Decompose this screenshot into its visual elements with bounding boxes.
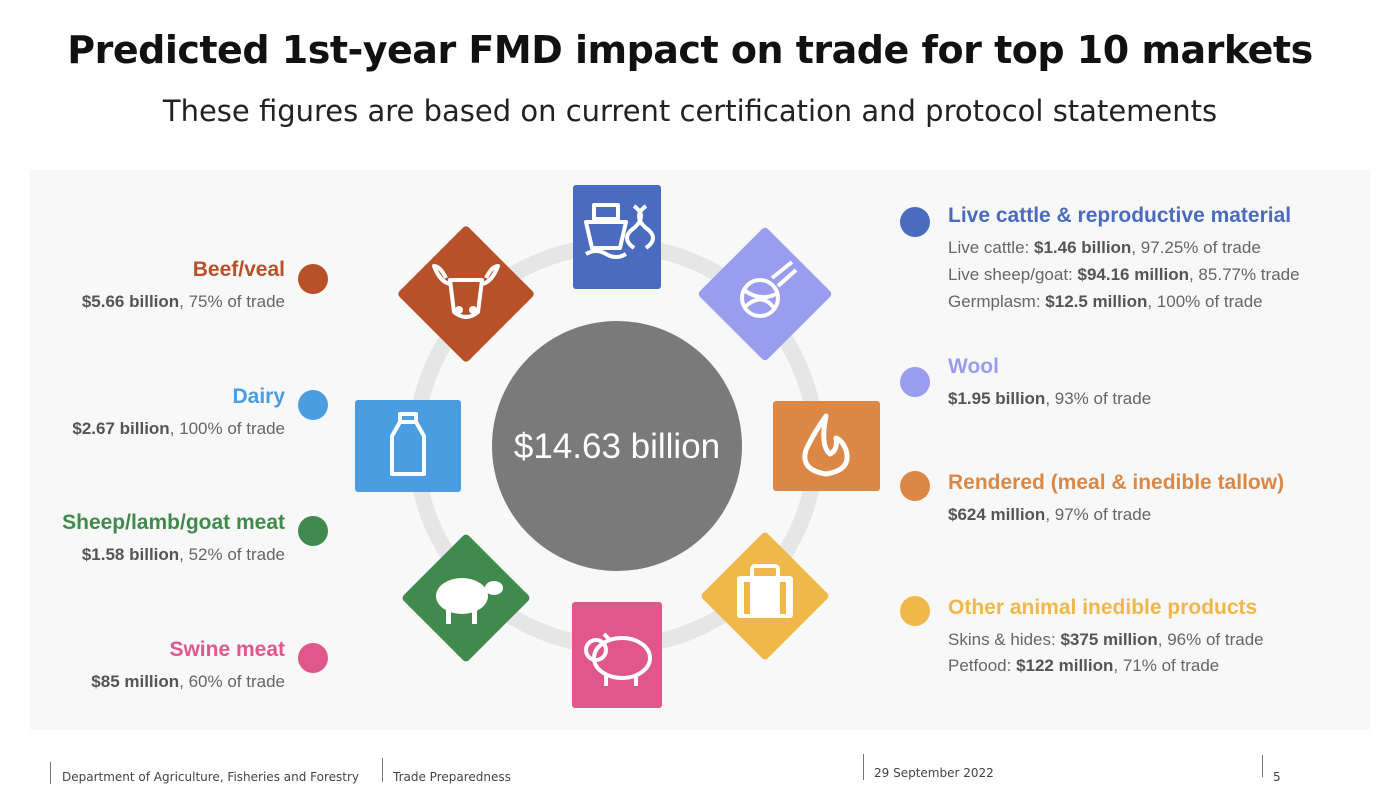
yarn-ball-icon (740, 260, 798, 318)
footer-date: 29 September 2022 (874, 766, 994, 780)
flame-icon (802, 413, 850, 477)
ship-dna-icon (584, 203, 655, 259)
item-rendered-value: $624 million, 97% of trade (948, 505, 1152, 524)
item-swine-title: Swine meat (169, 638, 285, 661)
item-dairy-dot (298, 390, 328, 420)
live-cattle-tile (573, 185, 661, 289)
dairy-tile (355, 400, 461, 492)
page-subtitle: These figures are based on current certi… (162, 94, 1218, 128)
page-title: Predicted 1st-year FMD impact on trade f… (67, 28, 1313, 72)
item-other-title: Other animal inedible products (948, 596, 1258, 619)
item-sheep-dot (298, 516, 328, 546)
item-live-cattle-dot (900, 207, 930, 237)
sheep-tile (402, 534, 530, 662)
item-wool-title: Wool (948, 355, 999, 378)
bag-icon (737, 564, 793, 618)
item-sheep-title: Sheep/lamb/goat meat (62, 511, 285, 534)
pig-icon (584, 632, 652, 686)
trade-hub-diagram: $14.63 billion (355, 185, 880, 708)
footer-divider (863, 754, 864, 780)
item-beef-title: Beef/veal (192, 258, 285, 281)
item-live-cattle-line-1: Live cattle: $1.46 billion, 97.25% of tr… (948, 238, 1261, 257)
item-other-dot (900, 596, 930, 626)
item-wool-dot (900, 367, 930, 397)
infographic-panel: $14.63 billion Beef/veal $5.66 billion, … (30, 170, 1370, 730)
item-dairy-title: Dairy (232, 385, 285, 408)
footer-department: Department of Agriculture, Fisheries and… (62, 770, 360, 784)
footer-section: Trade Preparedness (393, 770, 511, 784)
item-other-line-1: Skins & hides: $375 million, 96% of trad… (948, 630, 1264, 649)
beef-tile (398, 226, 534, 362)
sheep-icon (436, 578, 503, 624)
item-live-cattle-title: Live cattle & reproductive material (948, 204, 1292, 227)
item-dairy-value: $2.67 billion, 100% of trade (72, 419, 285, 438)
item-live-cattle-line-2: Live sheep/goat: $94.16 million, 85.77% … (948, 265, 1300, 284)
total-hub (492, 321, 742, 571)
footer-page-number: 5 (1273, 770, 1281, 784)
other-products-tile (701, 532, 829, 660)
item-swine-dot (298, 643, 328, 673)
item-rendered-dot (900, 471, 930, 501)
wool-tile (698, 227, 832, 361)
footer-divider (50, 762, 51, 784)
item-swine-value: $85 million, 60% of trade (91, 672, 285, 691)
rendered-tile (773, 401, 880, 491)
item-rendered-title: Rendered (meal & inedible tallow) (948, 471, 1285, 494)
footer-divider (1262, 755, 1263, 777)
swine-tile (572, 602, 662, 708)
item-beef-dot (298, 264, 328, 294)
item-other-line-2: Petfood: $122 million, 71% of trade (948, 656, 1220, 675)
total-value: $14.63 billion (514, 427, 720, 466)
item-wool-value: $1.95 billion, 93% of trade (948, 389, 1152, 408)
cow-icon (432, 264, 500, 319)
item-beef-value: $5.66 billion, 75% of trade (81, 292, 285, 311)
footer-divider (382, 758, 383, 782)
item-sheep-value: $1.58 billion, 52% of trade (81, 545, 285, 564)
milk-bottle-icon (390, 412, 426, 476)
item-live-cattle-line-3: Germplasm: $12.5 million, 100% of trade (948, 292, 1263, 311)
